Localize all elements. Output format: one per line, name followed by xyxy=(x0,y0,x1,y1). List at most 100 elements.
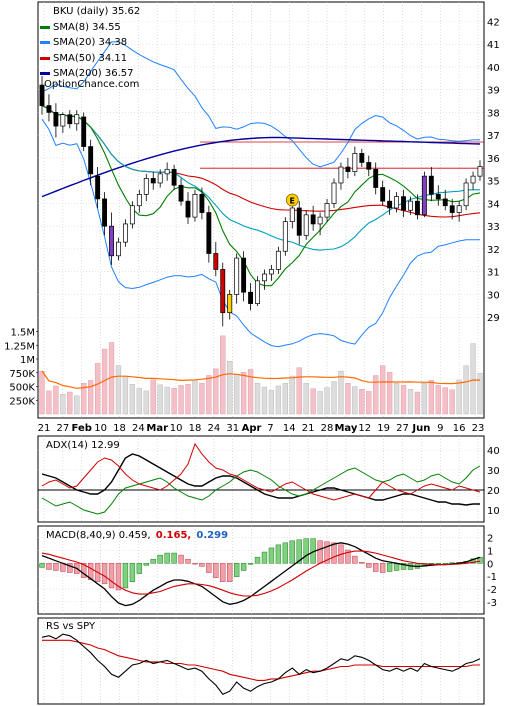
earnings-marker-letter: E xyxy=(290,197,295,206)
candle-body xyxy=(345,166,351,172)
volume-bar xyxy=(470,343,476,415)
candle-body xyxy=(442,198,448,207)
volume-y-tick-label: 1.5M xyxy=(10,328,35,339)
sma200-line xyxy=(41,136,481,198)
x-tick-label: 27 xyxy=(57,423,70,434)
macd-histogram-bar xyxy=(101,563,108,585)
candle-body xyxy=(60,114,66,127)
candle-body xyxy=(178,184,184,202)
macd-histogram-bar xyxy=(185,558,191,564)
x-tick-label: Jun xyxy=(411,423,430,434)
volume-y-tick-label: 1M xyxy=(20,355,35,366)
candle-body xyxy=(324,203,330,218)
adx-panel-frame xyxy=(37,435,485,523)
candle-body xyxy=(206,212,212,254)
volume-bar xyxy=(310,388,316,415)
macd-histogram-bar xyxy=(254,556,261,564)
macd-histogram-bar xyxy=(192,563,198,565)
macd-histogram-bar xyxy=(268,547,275,564)
x-tick-label: 21 xyxy=(38,423,51,434)
volume-bar xyxy=(400,385,407,415)
x-tick-label: May xyxy=(334,423,357,434)
candle-body xyxy=(213,253,219,270)
volume-bar xyxy=(428,380,434,415)
volume-bar xyxy=(456,379,462,415)
macd-line xyxy=(41,542,481,607)
volume-bar xyxy=(261,386,268,415)
volume-bar xyxy=(345,383,351,415)
candle-body xyxy=(199,193,205,213)
macd-y-tick-label: 2 xyxy=(487,534,493,545)
adx-y-tick-label: 10 xyxy=(487,506,500,517)
volume-bar xyxy=(74,395,80,415)
volume-bar xyxy=(81,383,87,415)
volume-bar xyxy=(185,384,191,415)
candle-body xyxy=(109,225,114,257)
volume-bar xyxy=(227,361,233,415)
volume-bar xyxy=(296,367,302,415)
volume-bar xyxy=(60,394,66,415)
candle-body xyxy=(463,182,469,207)
candle-body xyxy=(449,205,455,213)
volume-bar xyxy=(53,385,59,415)
macd-histogram-bar xyxy=(220,563,226,583)
price-y-tick-label: 35 xyxy=(487,177,500,188)
candle-body xyxy=(116,241,121,257)
volume-bar xyxy=(192,380,198,415)
candle-body xyxy=(296,207,302,236)
macd-y-tick-label: -1 xyxy=(487,572,497,583)
macd-histogram-bar xyxy=(115,563,122,591)
candle-body xyxy=(331,182,337,204)
candle-body xyxy=(164,168,170,175)
price-legend: BKU (daily) 35.62 SMA(8) 34.55 SMA(20) 3… xyxy=(40,4,140,82)
volume-bar xyxy=(88,380,94,415)
legend-sma8-row: SMA(8) 34.55 xyxy=(40,20,140,36)
volume-bar xyxy=(94,363,101,415)
price-y-tick-label: 32 xyxy=(487,245,500,256)
candle-body xyxy=(157,173,163,184)
candle-body xyxy=(477,166,483,177)
macd-histogram-bar xyxy=(136,563,143,574)
candle-body xyxy=(435,193,441,200)
watermark-text: OptionChance.com xyxy=(44,79,140,90)
candle-body xyxy=(394,196,400,209)
price-y-tick-label: 41 xyxy=(487,40,500,51)
legend-swatch-sma200 xyxy=(40,72,50,76)
macd-histogram-bar xyxy=(296,539,302,564)
volume-bar xyxy=(442,387,448,415)
legend-sma50-row: SMA(50) 34.11 xyxy=(40,51,140,67)
volume-y-tick-label: 500K xyxy=(9,383,35,394)
volume-bar xyxy=(247,369,254,415)
candle-body xyxy=(456,205,462,213)
candle-body xyxy=(310,214,316,225)
volume-bar xyxy=(143,390,149,415)
rs-line xyxy=(41,633,481,695)
macd-histogram-bar xyxy=(261,551,268,564)
x-tick-label: 24 xyxy=(132,423,145,434)
x-tick-label: Apr xyxy=(242,423,262,434)
rs-panel-title: RS vs SPY xyxy=(46,621,97,632)
volume-bar xyxy=(366,391,372,415)
legend-sma8: SMA(8) 34.55 xyxy=(53,21,121,33)
macd-histogram-bar xyxy=(206,563,212,573)
legend-title-row: BKU (daily) 35.62 xyxy=(40,4,140,20)
macd-y-tick-label: 1 xyxy=(487,547,493,558)
legend-swatch-sma20 xyxy=(40,41,50,45)
adx-y-tick-label: 40 xyxy=(487,446,500,457)
candle-body xyxy=(150,178,156,184)
legend-sma50: SMA(50) 34.11 xyxy=(53,52,128,64)
volume-bar xyxy=(178,385,184,415)
x-tick-label: Feb xyxy=(72,423,92,434)
macd-signal-value: 0.165, xyxy=(155,530,192,541)
macd-hist-value: 0.299 xyxy=(196,530,229,541)
macd-histogram-bar xyxy=(400,563,407,570)
x-tick-label: 27 xyxy=(396,423,409,434)
candle-body xyxy=(88,146,94,175)
volume-bar xyxy=(282,383,288,415)
earnings-marker-icon xyxy=(285,193,299,207)
x-tick-label: 9 xyxy=(437,423,443,434)
candle-body xyxy=(373,168,379,188)
adx-y-tick-label: 20 xyxy=(487,486,500,497)
candle-body xyxy=(67,114,73,125)
macd-histogram-bar xyxy=(240,563,247,571)
